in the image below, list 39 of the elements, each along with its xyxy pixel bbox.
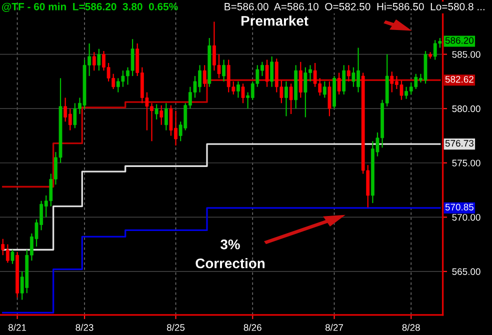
x-tick-label: 8/28 [402, 324, 420, 331]
x-tick-label: 8/25 [166, 324, 185, 331]
candlestick [342, 64, 346, 96]
candlestick [222, 59, 226, 82]
chart-title: @TF - 60 min L=586.20 3.80 0.65% [2, 2, 178, 12]
annotation: 586.20 [445, 37, 474, 44]
y-tick-label: 580.00 [452, 105, 480, 112]
chart-subtitle: B=586.00 A=586.10 O=582.50 Hi=586.50 Lo=580.8 ... [224, 2, 484, 10]
candlestick [284, 80, 288, 117]
candlestick [298, 61, 302, 98]
candlestick [10, 249, 14, 264]
x-tick-label: 8/23 [76, 324, 94, 331]
candlestick [164, 102, 168, 131]
annotation: Premarket [241, 16, 308, 26]
candlestick [328, 80, 332, 117]
y-tick-label: 585.00 [452, 51, 480, 58]
x-tick-label: 8/21 [8, 324, 26, 331]
candlestick [92, 52, 96, 72]
candlestick [289, 83, 293, 115]
candlestick [337, 72, 341, 96]
y-tick-label: 570.00 [452, 214, 480, 221]
candlestick [322, 80, 326, 98]
annotation: 3% Correction [196, 239, 265, 268]
x-tick-label: 8/27 [325, 324, 343, 331]
candlestick [97, 48, 101, 72]
annotation: 570.85 [445, 204, 474, 210]
candlestick [236, 80, 240, 98]
candlestick [160, 104, 164, 126]
candlestick [202, 64, 206, 88]
candlestick [270, 56, 274, 88]
candlestick [154, 104, 158, 120]
candlestick [241, 83, 245, 104]
annotation: 582.62 [445, 76, 474, 83]
y-tick-label: 575.00 [452, 160, 480, 166]
candlestick [265, 59, 269, 88]
x-tick-label: 8/26 [244, 324, 262, 331]
annotation: 576.73 [445, 140, 474, 147]
y-tick-label: 565.00 [452, 268, 480, 275]
candlestick [346, 64, 350, 82]
